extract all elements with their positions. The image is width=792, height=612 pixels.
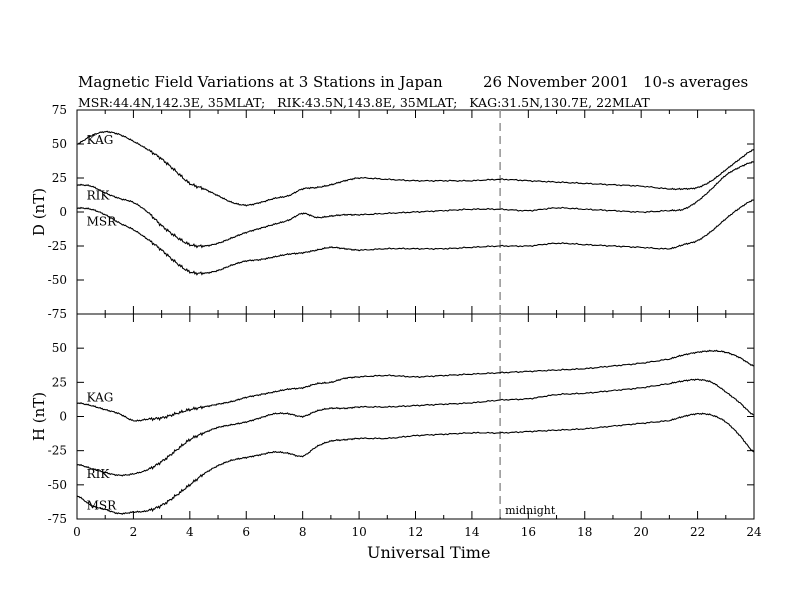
y-tick-label: 25 [52, 375, 67, 389]
midnight-label: midnight [505, 504, 556, 517]
x-tick-label: 8 [299, 525, 307, 539]
x-tick-label: 14 [464, 525, 480, 539]
x-tick-label: 2 [130, 525, 138, 539]
y-tick-label: 50 [52, 341, 67, 355]
y-tick-label: -25 [48, 444, 67, 458]
y-tick-label: 75 [52, 103, 67, 117]
y-axis-label-h: H (nT) [30, 392, 48, 441]
series-line-d-rik [76, 161, 755, 249]
y-tick-label: 50 [52, 137, 67, 151]
y-tick-label: -25 [48, 239, 67, 253]
station-label-h-kag: KAG [87, 390, 114, 404]
y-tick-label: -75 [48, 307, 67, 321]
x-axis-label: Universal Time [367, 543, 491, 562]
series-line-d-kag [76, 130, 755, 207]
series-line-h-kag [76, 349, 755, 422]
x-tick-label: 12 [408, 525, 423, 539]
y-tick-label: -75 [48, 512, 67, 526]
series-line-h-msr [76, 412, 755, 515]
x-tick-label: 22 [690, 525, 705, 539]
x-tick-label: 18 [577, 525, 592, 539]
x-tick-label: 16 [521, 525, 536, 539]
y-tick-label: 0 [59, 205, 67, 219]
x-tick-label: 10 [351, 525, 366, 539]
plot-frame-h [76, 313, 755, 520]
series-line-d-msr [76, 199, 755, 276]
station-label-h-rik: RIK [87, 467, 111, 481]
station-label-h-msr: MSR [87, 498, 118, 512]
station-coordinates: MSR:44.4N,142.3E, 35MLAT; RIK:43.5N,143.… [78, 95, 650, 110]
station-label-d-rik: RIK [87, 189, 111, 203]
x-tick-label: 0 [73, 525, 81, 539]
y-tick-label: 0 [59, 410, 67, 424]
y-axis-label-d: D (nT) [30, 188, 48, 236]
y-tick-label: 25 [52, 171, 67, 185]
y-tick-label: -50 [48, 273, 67, 287]
chart-averaging: 10-s averages [643, 73, 749, 91]
x-tick-label: 4 [186, 525, 194, 539]
series-line-h-rik [76, 378, 755, 477]
station-label-d-msr: MSR [87, 215, 118, 229]
station-label-d-kag: KAG [87, 133, 114, 147]
x-tick-label: 20 [634, 525, 649, 539]
x-tick-label: 24 [746, 525, 762, 539]
x-tick-label: 6 [242, 525, 250, 539]
chart-date: 26 November 2001 [483, 73, 630, 91]
chart-title: Magnetic Field Variations at 3 Stations … [78, 73, 443, 91]
y-tick-label: -50 [48, 478, 67, 492]
